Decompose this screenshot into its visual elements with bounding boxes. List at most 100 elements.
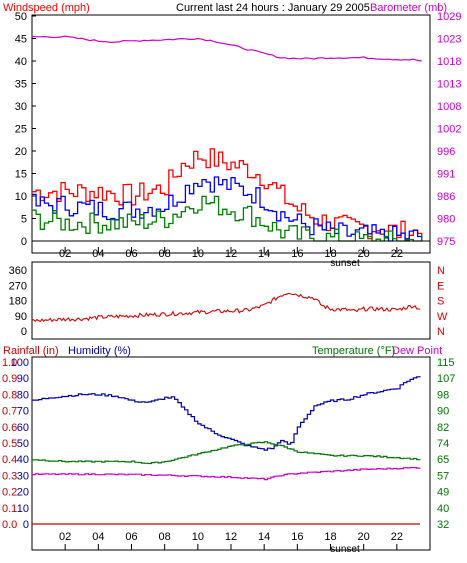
- wind-x-tick-label: 04: [92, 248, 104, 260]
- windspeed-label: Windspeed (mph): [3, 2, 90, 14]
- rainfall-y-tick-label: 0.1: [2, 503, 17, 515]
- direction-panel-frame: [31, 261, 431, 340]
- wind-y-tick-label: 35: [15, 79, 27, 91]
- compass-label: E: [437, 280, 444, 292]
- rainfall-y-tick-label: 0.7: [2, 406, 17, 418]
- barometer-y-tick-label: 1008: [437, 101, 461, 113]
- wind-x-tick-label: 16: [291, 248, 303, 260]
- humidity-y-tick-label: 80: [17, 389, 29, 401]
- temperature-y-tick-label: 98: [437, 389, 449, 401]
- humidity-y-tick-label: 20: [17, 487, 29, 499]
- weather-panel-frame: [31, 356, 431, 551]
- humidity-y-tick-label: 40: [17, 454, 29, 466]
- temperature-y-tick-label: 90: [437, 406, 449, 418]
- wind-y-tick-label: 50: [15, 11, 27, 23]
- temperature-y-tick-label: 74: [437, 438, 449, 450]
- weather-x-tick-label: 18: [324, 531, 336, 543]
- wind-panel-frame: [31, 14, 431, 254]
- temperature-y-tick-label: 82: [437, 422, 449, 434]
- wind-y-tick-label: 20: [15, 146, 27, 158]
- rainfall-y-tick-label: 0.6: [2, 422, 17, 434]
- wind-y-tick-label: 10: [15, 191, 27, 203]
- humidity-y-tick-label: 70: [17, 406, 29, 418]
- humidity-y-tick-label: 10: [17, 503, 29, 515]
- temperature-y-tick-label: 57: [437, 470, 449, 482]
- weather-x-tick-label: 12: [225, 531, 237, 543]
- humidity-label: Humidity (%): [68, 345, 131, 357]
- barometer-y-tick-label: 986: [437, 191, 455, 203]
- wind-x-tick-label: 18: [324, 248, 336, 260]
- compass-label: S: [437, 296, 444, 308]
- barometer-y-tick-label: 1018: [437, 56, 461, 68]
- temperature-line: [32, 441, 421, 465]
- wind-panel: 0510152025303540455097598098699199610021…: [15, 11, 462, 269]
- rainfall-y-tick-label: 0.4: [2, 454, 17, 466]
- weather-x-tick-label: 08: [159, 531, 171, 543]
- temperature-y-tick-label: 32: [437, 519, 449, 531]
- direction-y-tick-label: 360: [9, 265, 27, 277]
- weather-x-tick-label: 22: [391, 531, 403, 543]
- weather-x-tick-label: 04: [92, 531, 104, 543]
- wind-x-tick-label: 10: [192, 248, 204, 260]
- wind-x-tick-label: 12: [225, 248, 237, 260]
- wind-x-tick-label: 22: [391, 248, 403, 260]
- barometer-y-tick-label: 1023: [437, 34, 461, 46]
- weather-x-tick-label: 10: [192, 531, 204, 543]
- wind-x-tick-label: 06: [125, 248, 137, 260]
- rainfall-label: Rainfall (in): [3, 345, 59, 357]
- wind-y-tick-label: 15: [15, 169, 27, 181]
- weather-x-tick-label: 20: [358, 531, 370, 543]
- direction-y-tick-label: 270: [9, 280, 27, 292]
- direction-y-tick-label: 180: [9, 296, 27, 308]
- temperature-y-tick-label: 107: [437, 373, 455, 385]
- compass-label: N: [437, 265, 445, 277]
- compass-label: N: [437, 326, 445, 338]
- rainfall-y-tick-label: 0.5: [2, 438, 17, 450]
- wind-y-tick-label: 40: [15, 56, 27, 68]
- humidity-y-tick-label: 0: [23, 519, 29, 531]
- weather-panel: Rainfall (in) Humidity (%) Temperature (°F…: [2, 345, 455, 555]
- wind-x-tick-label: 14: [258, 248, 270, 260]
- wind-max-line: [32, 148, 423, 242]
- barometer-y-tick-label: 1013: [437, 79, 461, 91]
- wind-y-tick-label: 30: [15, 101, 27, 113]
- temperature-y-tick-label: 49: [437, 487, 449, 499]
- direction-y-tick-label: 0: [21, 326, 27, 338]
- rainfall-y-tick-label: 0.2: [2, 487, 17, 499]
- barometer-y-tick-label: 991: [437, 169, 455, 181]
- humidity-y-tick-label: 30: [17, 470, 29, 482]
- rainfall-y-tick-label: 0.8: [2, 389, 17, 401]
- humidity-y-tick-label: 50: [17, 438, 29, 450]
- barometer-line: [31, 35, 422, 62]
- humidity-line: [32, 376, 421, 451]
- barometer-label: Barometer (mb): [370, 2, 447, 14]
- wind-min-line: [32, 195, 423, 242]
- wind-x-tick-label: 08: [159, 248, 171, 260]
- weather-sunset-label: sunset: [330, 544, 360, 555]
- wind-y-tick-label: 25: [15, 124, 27, 136]
- wind-x-tick-label: 20: [358, 248, 370, 260]
- dewpoint-label: Dew Point: [392, 345, 442, 357]
- rainfall-y-tick-label: 0.0: [2, 519, 17, 531]
- dewpoint-line: [32, 467, 421, 481]
- temperature-label: Temperature (°F): [312, 345, 395, 357]
- wind-avg-line: [32, 176, 423, 242]
- wind-sunset-label: sunset: [330, 258, 360, 269]
- wind-y-tick-label: 5: [21, 214, 27, 226]
- weather-x-tick-label: 02: [59, 531, 71, 543]
- wind-direction-line: [31, 292, 421, 323]
- direction-y-tick-label: 90: [15, 311, 27, 323]
- humidity-y-tick-label: 100: [11, 357, 29, 369]
- temperature-y-tick-label: 65: [437, 454, 449, 466]
- rainfall-y-tick-label: 0.9: [2, 373, 17, 385]
- rainfall-y-tick-label: 1.0: [2, 357, 17, 369]
- wind-y-tick-label: 0: [21, 236, 27, 248]
- current-period-label: Current last 24 hours : January 29 2005: [176, 2, 370, 14]
- rainfall-y-tick-label: 0.3: [2, 470, 17, 482]
- wind-x-tick-label: 02: [59, 248, 71, 260]
- weather-x-tick-label: 14: [258, 531, 270, 543]
- barometer-y-tick-label: 1002: [437, 124, 461, 136]
